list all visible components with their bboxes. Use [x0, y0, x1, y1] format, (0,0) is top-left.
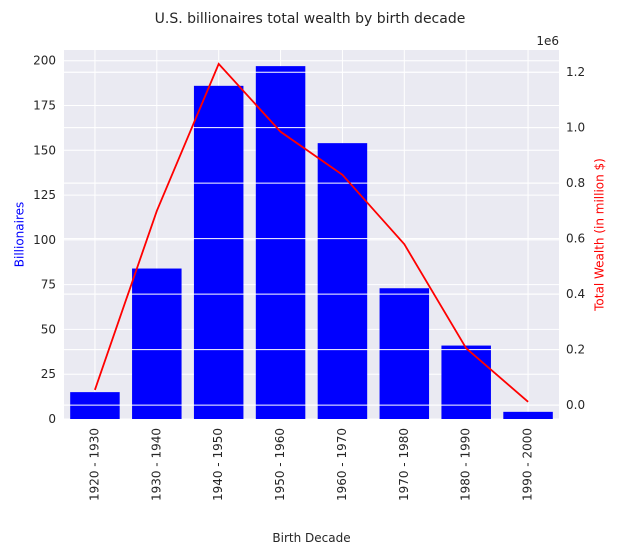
x-tick-label: 1940 - 1950 [211, 428, 225, 501]
bar [379, 288, 430, 419]
y-right-tick-label: 1.2 [566, 65, 585, 79]
chart-title: U.S. billionaires total wealth by birth … [155, 11, 466, 27]
y-left-tick-label: 150 [33, 143, 56, 157]
x-axis-label: Birth Decade [272, 531, 350, 545]
y-left-tick-label: 75 [41, 278, 56, 292]
wealth-line [94, 62, 529, 403]
bar [503, 411, 553, 419]
axes: 0 25 50 75 100 125 150 175 200 0.0 0.2 0.4 0.6 0.8 1.0… [33, 54, 585, 501]
x-tick-label: 1980 - 1990 [459, 428, 473, 501]
y-right-tick-label: 0.6 [566, 232, 585, 246]
bar [193, 85, 244, 419]
y-right-tick-label: 0.4 [566, 287, 585, 301]
x-tick-label: 1960 - 1970 [335, 428, 349, 501]
x-tick-label: 1920 - 1930 [87, 428, 101, 501]
y-left-tick-label: 50 [41, 322, 56, 336]
y-axis-left-label: Billionaires [13, 202, 27, 268]
y-left-tick-label: 100 [33, 233, 56, 247]
y-left-tick-label: 175 [33, 99, 56, 113]
bar [132, 268, 182, 419]
y-right-tick-label: 0.2 [566, 343, 585, 357]
y-left-tick-label: 125 [33, 188, 56, 202]
y-left-tick-label: 200 [33, 54, 56, 68]
y-axis-right-label: Total Wealth (in million $) [593, 158, 607, 312]
x-tick-label: 1990 - 2000 [521, 428, 535, 501]
x-tick-label: 1950 - 1960 [273, 428, 287, 501]
y-left-tick-label: 25 [41, 367, 56, 381]
y-right-tick-label: 1.0 [566, 121, 585, 135]
y-left-tick-label: 0 [48, 412, 56, 426]
bar [317, 143, 368, 419]
x-tick-label: 1970 - 1980 [397, 428, 411, 501]
x-tick-label: 1930 - 1940 [149, 428, 163, 501]
y-right-tick-label: 0.8 [566, 176, 585, 190]
wealth-line-series [94, 62, 529, 403]
bar [441, 345, 491, 419]
y-axis-right-offset-label: 1e6 [536, 34, 559, 48]
bars [64, 66, 559, 419]
grid-lines-over-bars [64, 71, 559, 406]
y-right-tick-label: 0.0 [566, 398, 585, 412]
bar [255, 66, 306, 419]
